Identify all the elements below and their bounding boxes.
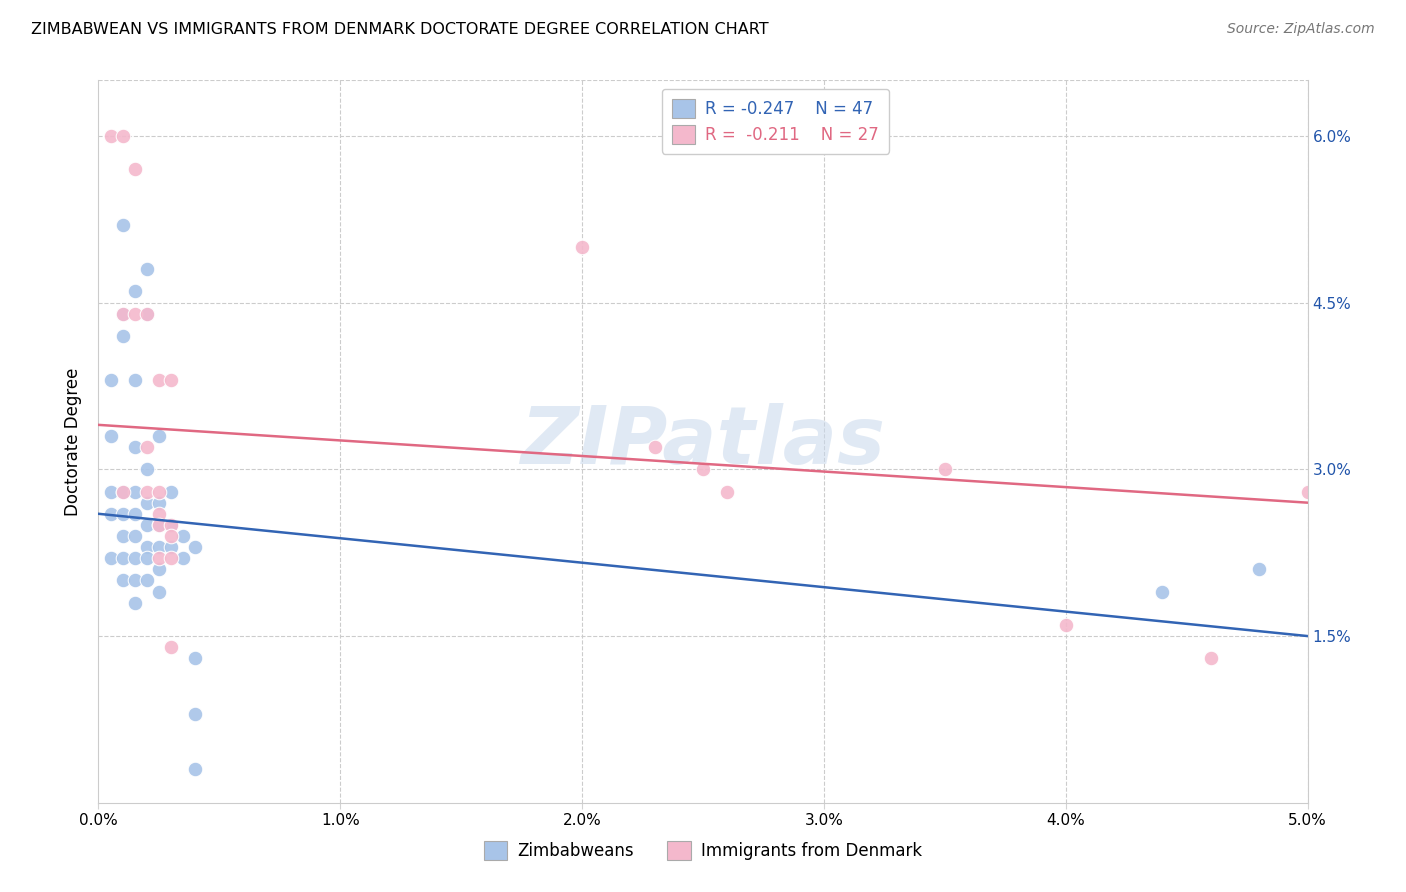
Point xyxy=(100,429,122,443)
Point xyxy=(124,596,146,610)
Point xyxy=(124,285,146,299)
Point xyxy=(111,329,134,343)
Point xyxy=(111,307,134,321)
Point xyxy=(160,529,183,543)
Point xyxy=(124,551,146,566)
Point xyxy=(148,517,170,532)
Point xyxy=(135,462,157,476)
Legend: Zimbabweans, Immigrants from Denmark: Zimbabweans, Immigrants from Denmark xyxy=(478,834,928,867)
Text: ZIMBABWEAN VS IMMIGRANTS FROM DENMARK DOCTORATE DEGREE CORRELATION CHART: ZIMBABWEAN VS IMMIGRANTS FROM DENMARK DO… xyxy=(31,22,769,37)
Point xyxy=(111,484,134,499)
Point xyxy=(135,307,157,321)
Point xyxy=(111,507,134,521)
Point xyxy=(135,517,157,532)
Point xyxy=(135,440,157,454)
Point xyxy=(160,373,183,387)
Point xyxy=(160,484,183,499)
Point xyxy=(716,484,738,499)
Point xyxy=(184,706,207,721)
Point xyxy=(1054,618,1077,632)
Point xyxy=(148,551,170,566)
Point xyxy=(135,307,157,321)
Point xyxy=(1199,651,1222,665)
Point xyxy=(148,507,170,521)
Point xyxy=(692,462,714,476)
Point xyxy=(148,540,170,554)
Point xyxy=(184,540,207,554)
Point xyxy=(124,307,146,321)
Point xyxy=(135,496,157,510)
Point xyxy=(148,562,170,576)
Point xyxy=(1296,484,1319,499)
Point xyxy=(1152,584,1174,599)
Point xyxy=(111,484,134,499)
Text: Source: ZipAtlas.com: Source: ZipAtlas.com xyxy=(1227,22,1375,37)
Point xyxy=(111,529,134,543)
Point xyxy=(100,507,122,521)
Point xyxy=(135,540,157,554)
Point xyxy=(172,551,194,566)
Point xyxy=(148,429,170,443)
Point xyxy=(172,529,194,543)
Point xyxy=(135,262,157,277)
Point xyxy=(160,517,183,532)
Point xyxy=(571,240,593,254)
Point xyxy=(148,584,170,599)
Point xyxy=(100,373,122,387)
Point xyxy=(148,373,170,387)
Point xyxy=(100,128,122,143)
Text: ZIPatlas: ZIPatlas xyxy=(520,402,886,481)
Point xyxy=(160,640,183,655)
Point xyxy=(148,484,170,499)
Point xyxy=(934,462,956,476)
Point xyxy=(184,763,207,777)
Point xyxy=(160,517,183,532)
Point xyxy=(135,484,157,499)
Point xyxy=(160,540,183,554)
Point xyxy=(135,574,157,588)
Point xyxy=(1249,562,1271,576)
Point xyxy=(100,484,122,499)
Point xyxy=(111,128,134,143)
Point xyxy=(124,507,146,521)
Point xyxy=(124,529,146,543)
Point xyxy=(111,551,134,566)
Point xyxy=(111,574,134,588)
Point xyxy=(111,218,134,232)
Point xyxy=(124,440,146,454)
Point xyxy=(124,162,146,177)
Y-axis label: Doctorate Degree: Doctorate Degree xyxy=(65,368,83,516)
Point xyxy=(124,373,146,387)
Point xyxy=(644,440,666,454)
Point xyxy=(111,307,134,321)
Point xyxy=(100,551,122,566)
Point xyxy=(148,517,170,532)
Point xyxy=(148,496,170,510)
Point xyxy=(160,551,183,566)
Point xyxy=(124,574,146,588)
Point xyxy=(124,484,146,499)
Point xyxy=(135,551,157,566)
Point xyxy=(184,651,207,665)
